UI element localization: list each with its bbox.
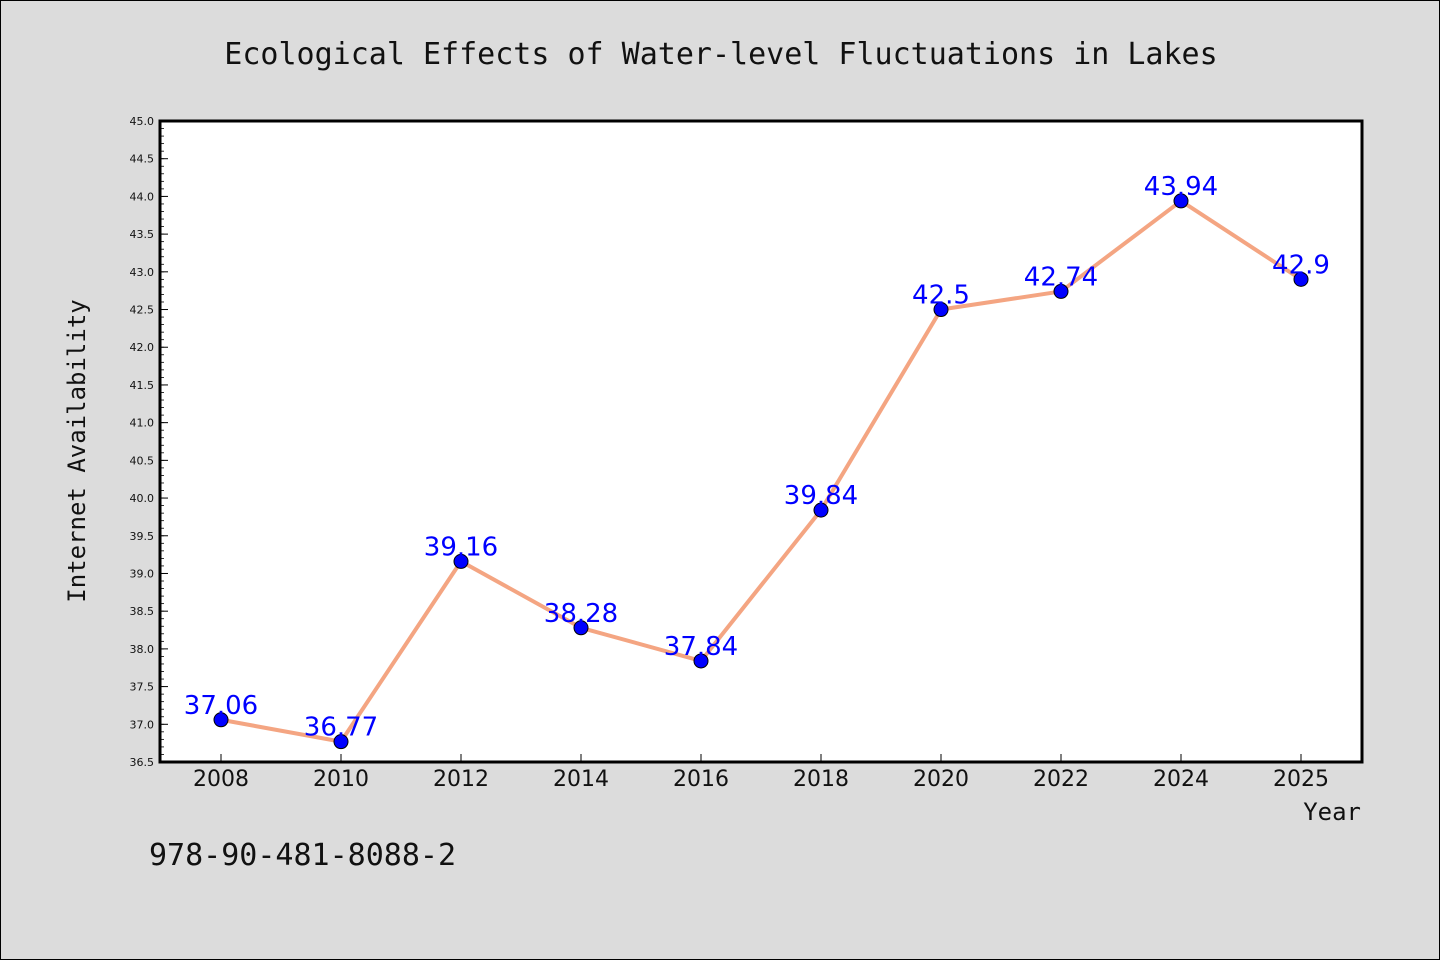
data-point [213,712,229,728]
y-tick-label: 38.5 [130,605,155,618]
y-tick-label: 43.5 [130,228,155,241]
data-label: 37.06 [184,691,258,721]
data-point [333,734,349,750]
data-label: 42.74 [1024,262,1098,292]
data-label: 37.84 [664,632,738,662]
data-point [693,653,709,669]
x-tick-label: 2012 [433,767,489,792]
y-tick-label: 37.0 [130,718,155,731]
data-point [1293,271,1309,287]
x-tick-label: 2018 [793,767,849,792]
chart-title: Ecological Effects of Water-level Fluctu… [224,37,1217,72]
x-tick-label: 2010 [313,767,369,792]
data-point [933,302,949,318]
y-tick-label: 44.0 [130,190,155,203]
y-tick-label: 40.0 [130,492,155,505]
data-label: 43.94 [1144,172,1218,202]
y-tick-label: 45.0 [130,115,155,128]
y-tick-label: 39.0 [130,567,155,580]
y-tick-label: 39.5 [130,530,155,543]
data-point [573,620,589,636]
x-tick-label: 2016 [673,767,729,792]
data-point [813,502,829,518]
x-tick-label: 2022 [1033,767,1089,792]
x-axis-ticks: 2008 2010 2012 2014 2016 2018 2020 2022 2024 2025 [193,754,1329,792]
y-axis-label: Internet Availability [63,299,91,602]
y-tick-label: 43.0 [130,266,155,279]
y-tick-label: 42.0 [130,341,155,354]
plot-area [158,119,1364,764]
x-tick-label: 2024 [1153,767,1209,792]
data-point [1053,283,1069,299]
x-axis-label: Year [1303,798,1361,826]
y-tick-label: 41.0 [130,417,155,430]
data-point [1173,193,1189,209]
data-label: 36.77 [304,713,378,743]
series-layer: 37.06 36.77 39.16 38.28 37.84 39.84 42.5 42.74 4… [184,172,1330,750]
y-tick-label: 41.5 [130,379,155,392]
x-tick-label: 2014 [553,767,609,792]
y-axis-ticks: 36.5 37.0 37.5 38.0 38.5 39.0 39.5 40.0 40.5 41.0… [130,115,168,769]
data-label: 42.5 [912,281,970,311]
data-label: 38.28 [544,599,618,629]
y-tick-label: 44.5 [130,153,155,166]
y-tick-label: 36.5 [130,756,155,769]
series-line [220,198,1303,744]
isbn-text: 978-90-481-8088-2 [149,838,456,873]
data-point [453,553,469,569]
x-tick-label: 2025 [1273,767,1329,792]
data-label: 42.9 [1272,250,1330,280]
data-label: 39.16 [424,532,498,562]
y-tick-label: 42.5 [130,304,155,317]
x-tick-label: 2008 [193,767,249,792]
y-tick-label: 38.0 [130,643,155,656]
data-label: 39.84 [784,481,858,511]
y-tick-label: 37.5 [130,681,155,694]
y-tick-label: 40.5 [130,454,155,467]
x-tick-label: 2020 [913,767,969,792]
